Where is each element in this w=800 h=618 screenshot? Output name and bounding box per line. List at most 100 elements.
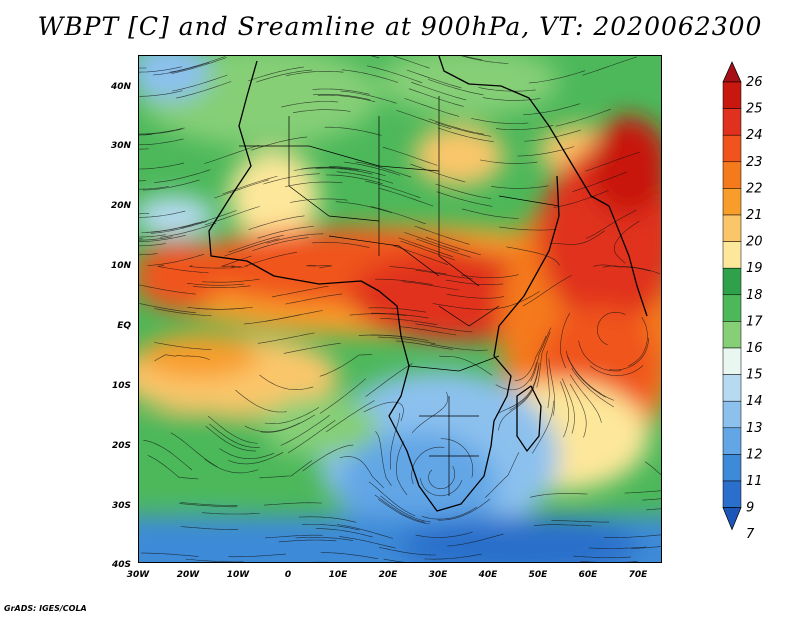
streamline — [561, 378, 575, 434]
streamline — [546, 350, 550, 409]
streamline — [139, 66, 182, 73]
streamline — [411, 391, 449, 433]
streamline — [365, 180, 421, 198]
colorbar-label: 14 — [746, 394, 763, 409]
streamline — [374, 494, 425, 523]
streamline — [139, 234, 186, 242]
streamline — [204, 144, 260, 164]
streamline — [536, 331, 551, 388]
streamline — [402, 281, 460, 291]
streamline — [293, 167, 352, 171]
streamline — [339, 456, 384, 489]
colorbar-label: 21 — [746, 208, 763, 223]
streamline — [266, 233, 324, 244]
streamline — [389, 412, 401, 470]
streamline — [550, 230, 605, 245]
streamline — [380, 318, 438, 326]
streamline — [228, 234, 284, 253]
lat-tick-eq: EQ — [117, 321, 131, 331]
lon-tick-labels: 30W 20W 10W 0 10E 20E 30E 40E 50E 60E 70… — [127, 570, 648, 580]
colorbar-label: 12 — [746, 447, 763, 462]
colorbar-swatch — [722, 241, 742, 269]
colorbar-label: 26 — [746, 75, 763, 90]
streamline — [264, 407, 320, 424]
streamline — [528, 70, 586, 84]
colorbar-swatch — [722, 400, 742, 429]
streamline — [179, 503, 237, 508]
lon-tick-40e: 40E — [478, 570, 499, 580]
streamline — [411, 81, 467, 101]
streamline — [421, 506, 477, 520]
streamline — [631, 546, 661, 549]
lon-tick-20e: 20E — [379, 570, 399, 580]
colorbar-swatch — [722, 374, 742, 402]
streamline — [589, 365, 644, 376]
streamline — [256, 69, 313, 83]
streamline — [553, 190, 609, 208]
streamline — [180, 526, 239, 530]
streamline — [264, 534, 323, 539]
streamline — [495, 361, 537, 391]
streamline — [289, 198, 348, 203]
streamline — [432, 303, 490, 310]
streamline — [404, 98, 460, 117]
colorbar-swatch — [722, 81, 742, 109]
streamline — [609, 337, 649, 371]
streamline — [316, 528, 373, 538]
streamline — [172, 74, 228, 92]
coastlines — [208, 56, 648, 512]
lon-tick-60e: 60E — [579, 570, 599, 580]
streamline — [244, 251, 298, 267]
streamline — [586, 209, 637, 239]
streamline — [139, 303, 196, 313]
streamline — [371, 312, 429, 319]
streamline — [283, 343, 341, 354]
streamline — [572, 171, 627, 192]
streamline — [588, 546, 647, 549]
streamline — [367, 65, 423, 83]
streamline — [420, 477, 463, 497]
streamline — [313, 94, 371, 101]
streamline — [363, 401, 404, 422]
streamline — [398, 237, 454, 258]
streamline — [257, 226, 314, 239]
streamline — [628, 317, 648, 367]
streamline — [278, 539, 337, 543]
streamline — [185, 558, 244, 562]
streamline — [395, 340, 453, 350]
streamline — [227, 452, 284, 465]
streamline — [396, 441, 408, 496]
streamline — [389, 266, 447, 275]
streamline — [463, 56, 482, 61]
colorbar-label: 19 — [746, 261, 763, 276]
streamline — [462, 208, 519, 219]
streamline — [202, 278, 260, 283]
streamline — [187, 307, 246, 310]
lat-tick-30n: 30N — [111, 141, 132, 151]
streamline — [271, 285, 329, 298]
colorbar-label: 13 — [746, 421, 763, 436]
streamline — [312, 242, 370, 248]
streamline — [139, 134, 152, 136]
streamline — [154, 169, 211, 183]
streamline — [524, 129, 581, 142]
streamline — [263, 173, 320, 185]
lat-tick-10n: 10N — [111, 261, 132, 271]
streamline — [613, 220, 640, 264]
streamline — [339, 536, 396, 549]
map-panel — [138, 55, 662, 563]
map-svg — [139, 56, 661, 562]
streamline — [302, 444, 354, 472]
colorbar-label: 11 — [746, 474, 763, 489]
lon-tick-30e: 30E — [429, 570, 449, 580]
streamline — [461, 274, 519, 278]
streamline — [400, 240, 456, 261]
colorbar-swatch — [722, 134, 742, 163]
streamline — [377, 498, 430, 525]
streamline — [336, 524, 393, 539]
streamline — [169, 56, 226, 73]
streamline — [295, 537, 354, 541]
streamline — [569, 374, 602, 423]
streamline — [378, 336, 436, 344]
